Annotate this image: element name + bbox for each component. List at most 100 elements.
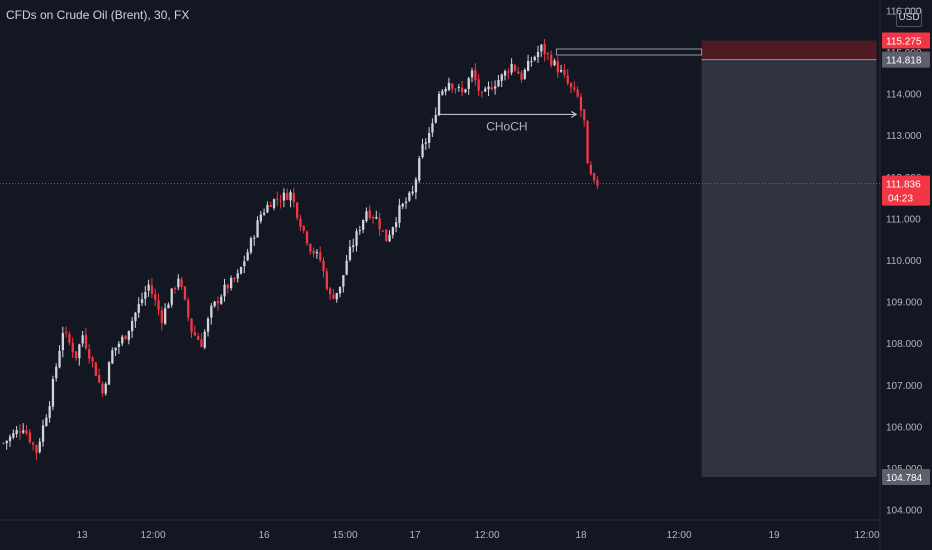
candle-body: [253, 237, 256, 239]
candle: [543, 38, 546, 62]
candle: [315, 249, 319, 259]
candle-body: [457, 86, 460, 89]
candle-body: [263, 212, 266, 215]
candle-body: [398, 205, 401, 223]
candle-body: [533, 56, 536, 61]
candle: [325, 268, 328, 291]
candle: [292, 187, 295, 208]
price-axis[interactable]: 104.000105.000106.000107.000108.000109.0…: [886, 6, 923, 516]
candle-body: [315, 251, 319, 254]
candle: [348, 239, 352, 262]
candle-body: [190, 318, 193, 333]
time-axis[interactable]: 13 12:00 16 15:00 17 12:00 18 12:00 19 12:00: [76, 530, 880, 541]
candle: [236, 269, 239, 283]
candle-body: [213, 301, 216, 307]
candle-body: [338, 286, 342, 294]
candle: [494, 80, 497, 95]
candle: [124, 335, 127, 340]
candle-body: [144, 291, 147, 299]
candle-body: [12, 433, 15, 438]
candle: [18, 424, 22, 440]
candle-body: [569, 83, 573, 88]
candle: [533, 55, 536, 62]
candle-body: [520, 72, 523, 80]
candle: [309, 243, 312, 255]
x-tick-label: 17: [409, 530, 421, 541]
candle-body: [183, 286, 187, 300]
candle: [5, 440, 8, 450]
x-tick-label: 13: [76, 530, 88, 541]
candle: [550, 50, 553, 68]
candle: [25, 425, 28, 436]
candle-body: [302, 226, 305, 231]
candle-body: [230, 278, 233, 289]
candles: [2, 38, 599, 460]
candle: [61, 326, 64, 358]
candle-body: [352, 245, 355, 248]
candle: [220, 294, 223, 305]
y-tick-label: 107.000: [886, 381, 923, 392]
candle: [586, 120, 589, 164]
candle: [497, 74, 500, 88]
candle: [368, 205, 371, 220]
candle: [358, 225, 361, 235]
x-tick-label: 18: [575, 530, 587, 541]
candle: [510, 58, 513, 76]
x-tick-label: 16: [258, 530, 270, 541]
candle: [177, 274, 180, 291]
candle-body: [121, 336, 124, 344]
candle: [167, 302, 170, 309]
candle: [408, 191, 411, 203]
candle: [365, 207, 368, 223]
candle: [431, 118, 434, 138]
candle-body: [137, 304, 140, 313]
price-tags: 115.275 114.818 104.784 111.836 04:23: [882, 32, 930, 485]
candle-body: [117, 343, 121, 347]
candle: [490, 81, 493, 91]
candle: [15, 425, 18, 438]
candle-body: [236, 273, 239, 279]
candle: [428, 127, 431, 149]
candle-body: [200, 339, 203, 348]
candle-body: [104, 383, 107, 394]
x-tick-label: 12:00: [140, 530, 165, 541]
candle: [517, 66, 520, 74]
candle: [302, 225, 305, 234]
candle: [299, 214, 302, 232]
candle: [253, 235, 256, 246]
candle-body: [375, 217, 378, 219]
candle-body: [596, 180, 599, 186]
candle: [200, 333, 203, 348]
currency-button[interactable]: USD: [896, 8, 922, 27]
candle: [418, 155, 421, 183]
candle: [45, 414, 48, 427]
candle: [266, 201, 269, 214]
candle-body: [292, 192, 295, 203]
candle: [401, 202, 404, 210]
candle: [190, 318, 193, 339]
y-tick-label: 108.000: [886, 339, 923, 350]
candle-body: [154, 294, 157, 301]
candle: [305, 230, 309, 247]
candle: [487, 81, 490, 97]
candle-body: [441, 90, 444, 95]
candle: [289, 189, 292, 208]
candle: [55, 363, 58, 382]
candle: [527, 54, 530, 72]
y-tick-label: 110.000: [886, 256, 922, 267]
candle: [444, 86, 447, 96]
candle: [137, 297, 140, 318]
price-tag-bg: [882, 32, 930, 49]
candle-body: [543, 43, 546, 55]
candle: [540, 44, 543, 57]
candle: [114, 347, 117, 357]
candle-body: [500, 74, 503, 81]
candle: [58, 345, 61, 369]
candle: [78, 343, 81, 366]
candle-body: [5, 440, 8, 444]
candle: [127, 330, 130, 345]
position-zones: [701, 40, 877, 477]
candle: [593, 172, 596, 183]
candle: [131, 316, 134, 338]
